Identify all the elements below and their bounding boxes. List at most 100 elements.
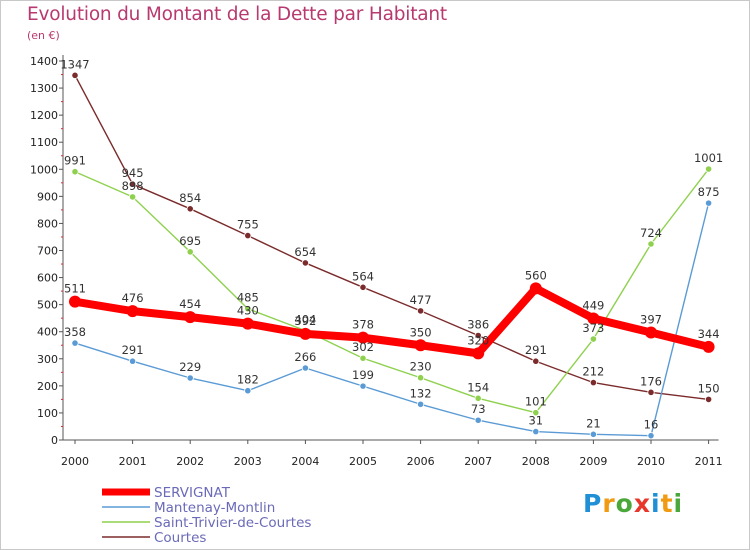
data-point [301, 259, 309, 267]
y-tick-label: 0 [51, 434, 58, 447]
data-point [416, 374, 425, 382]
data-label: 344 [698, 327, 720, 341]
data-point [702, 340, 715, 353]
data-point [126, 305, 139, 318]
data-label: 854 [179, 191, 201, 205]
series-line-3 [74, 74, 710, 401]
data-point [244, 232, 252, 240]
data-label: 991 [64, 154, 86, 168]
data-point [589, 430, 598, 438]
data-point [359, 283, 367, 291]
x-tick-label: 2011 [695, 455, 723, 468]
data-label: 755 [237, 218, 259, 232]
data-point [647, 432, 655, 440]
data-point [532, 357, 540, 365]
axes: 0 100 200 300 400 500 600 700 800 900 1000 1100 1200… [30, 55, 723, 468]
data-point [184, 311, 197, 324]
y-tick-label: 1300 [30, 82, 58, 95]
data-label: 404 [294, 313, 316, 327]
data-label: 477 [410, 293, 432, 307]
data-labels: 1347 945 854 755 654 564 477 386 291 212 176 150 991… [60, 57, 723, 431]
data-label: 476 [122, 291, 144, 305]
data-point [357, 331, 369, 344]
data-point [647, 388, 655, 396]
y-tick-label: 100 [37, 407, 58, 420]
data-point [71, 168, 79, 176]
data-point [186, 205, 194, 213]
legend: SERVIGNATMantenay-MontlinSaint-Trivier-d… [102, 485, 311, 546]
data-label: 132 [410, 386, 432, 400]
data-label: 154 [467, 380, 489, 394]
data-label: 230 [410, 360, 432, 374]
data-point [71, 339, 79, 347]
data-label: 291 [122, 343, 144, 357]
data-label: 397 [640, 313, 662, 327]
data-point [186, 374, 194, 382]
data-label: 350 [410, 325, 432, 339]
data-point [647, 240, 655, 248]
x-tick-label: 2004 [291, 455, 319, 468]
data-label: 373 [582, 321, 604, 335]
series-line-1 [74, 202, 710, 437]
data-point [645, 326, 657, 339]
y-tick-label: 300 [37, 353, 58, 366]
chart-title: Evolution du Montant de la Dette par Hab… [27, 4, 447, 25]
data-label: 654 [294, 245, 316, 259]
data-label: 150 [698, 381, 720, 395]
x-tick-label: 2010 [637, 455, 665, 468]
y-tick-label: 1200 [30, 109, 58, 122]
data-label: 212 [582, 365, 604, 379]
data-point [301, 364, 309, 372]
logo-letter: i [651, 489, 661, 518]
data-label: 724 [640, 226, 662, 240]
data-point [129, 357, 137, 365]
logo-letter: t [660, 489, 674, 518]
data-label: 291 [525, 343, 547, 357]
proxiti-logo: Proxiti [583, 489, 683, 518]
data-point [589, 379, 598, 387]
data-label: 358 [64, 325, 86, 339]
data-label: 16 [644, 418, 659, 432]
data-point [474, 416, 482, 424]
data-point [129, 180, 137, 188]
data-point [704, 395, 713, 403]
data-label: 449 [582, 298, 604, 312]
series-line-2 [74, 168, 710, 414]
data-point [529, 282, 542, 295]
data-point [359, 354, 367, 362]
data-point [244, 305, 252, 313]
chart-subtitle: (en €) [27, 29, 60, 42]
data-label: 21 [586, 416, 601, 430]
legend-label: Mantenay-Montlin [154, 500, 275, 516]
x-tick-label: 2000 [61, 455, 89, 468]
logo-letter: o [615, 489, 634, 518]
data-point [241, 317, 254, 330]
data-label: 511 [64, 282, 86, 296]
data-point [129, 193, 137, 201]
data-label: 302 [352, 340, 374, 354]
x-tick-label: 2001 [119, 455, 147, 468]
data-point [532, 428, 540, 436]
series-lines [69, 71, 715, 440]
logo-letter: P [583, 489, 603, 518]
data-label: 392 [294, 314, 316, 328]
data-label: 320 [467, 333, 489, 347]
data-label: 378 [352, 318, 374, 332]
x-tick-label: 2002 [176, 455, 204, 468]
y-tick-label: 1000 [30, 163, 58, 176]
y-tick-label: 800 [37, 217, 58, 230]
data-label: 695 [179, 234, 201, 248]
data-point [359, 382, 367, 390]
data-point [416, 307, 425, 315]
y-tick-label: 500 [37, 299, 58, 312]
legend-label: Courtes [154, 530, 206, 546]
logo-letter: i [673, 489, 684, 518]
data-point [244, 387, 252, 395]
data-label: 31 [528, 414, 543, 428]
legend-label: Saint-Trivier-de-Courtes [154, 515, 311, 531]
x-tick-label: 2006 [407, 455, 435, 468]
logo-letter: r [602, 489, 616, 518]
data-point [474, 331, 482, 340]
data-label: 73 [471, 402, 486, 416]
